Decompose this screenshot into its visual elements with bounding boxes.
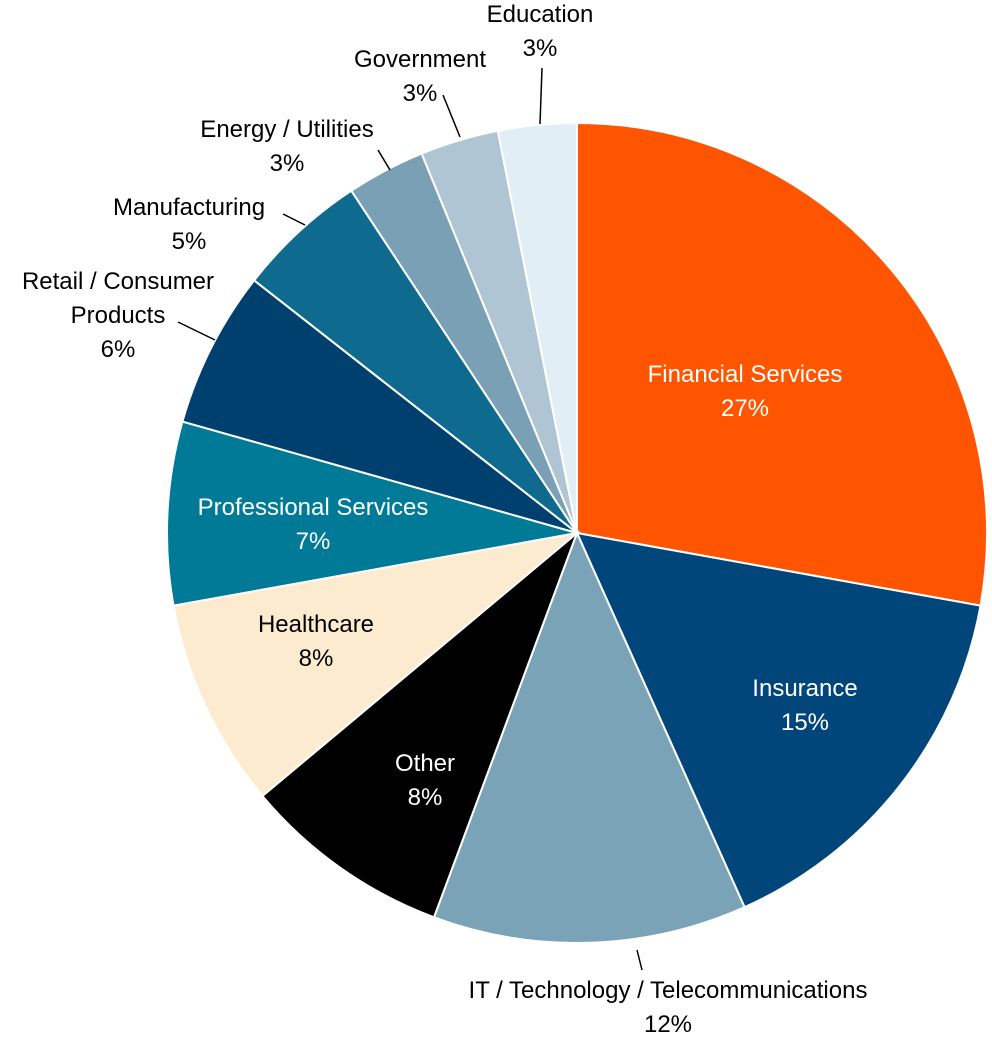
leader-line	[377, 149, 391, 171]
value-label: 3%	[522, 35, 558, 62]
pie-slice	[166, 420, 578, 607]
slice-label: Financial Services 27%	[648, 358, 843, 426]
slice-label: Professional Services 7%	[198, 491, 429, 559]
pie-slice	[181, 278, 578, 534]
slice-label: Retail / Consumer Products 6%	[0, 265, 238, 367]
pie-slice	[261, 529, 580, 919]
value-label: 27%	[720, 395, 770, 422]
leader-line	[282, 213, 306, 226]
category-label: Other	[394, 750, 456, 777]
category-label: Manufacturing	[112, 194, 266, 221]
category-label: Retail / Consumer Products	[21, 268, 215, 329]
value-label: 3%	[269, 150, 305, 177]
value-label: 7%	[295, 528, 331, 555]
category-label: Professional Services	[197, 494, 429, 521]
slice-label: Manufacturing 5%	[113, 191, 265, 259]
category-label: Education	[486, 1, 594, 28]
value-label: 5%	[171, 228, 207, 255]
value-label: 3%	[402, 80, 438, 107]
slice-label: Insurance 15%	[752, 672, 857, 740]
slice-label: Other 8%	[395, 747, 455, 815]
category-label: Healthcare	[257, 611, 375, 638]
slice-label: Education 3%	[487, 0, 594, 66]
value-label: 15%	[780, 709, 830, 736]
category-label: Government	[353, 46, 487, 73]
slice-label: IT / Technology / Telecommunications 12%	[469, 974, 868, 1042]
leader-line	[539, 67, 543, 125]
category-label: IT / Technology / Telecommunications	[468, 977, 868, 1004]
category-label: Financial Services	[647, 361, 843, 388]
pie-slice	[496, 121, 578, 534]
value-label: 12%	[643, 1011, 693, 1038]
category-label: Energy / Utilities	[200, 116, 374, 143]
value-label: 6%	[100, 336, 136, 363]
pie-slice	[575, 531, 982, 909]
slice-label: Healthcare 8%	[258, 608, 374, 676]
pie-slice	[432, 530, 746, 944]
slice-label: Government 3%	[354, 43, 486, 111]
leader-line	[442, 94, 461, 138]
pie-slice	[172, 531, 581, 798]
pie-slice	[576, 121, 988, 607]
category-label: Insurance	[752, 675, 858, 702]
value-label: 8%	[407, 784, 443, 811]
slice-label: Energy / Utilities 3%	[200, 113, 373, 181]
leader-line	[636, 949, 643, 971]
leader-line	[177, 321, 216, 341]
value-label: 8%	[298, 645, 334, 672]
